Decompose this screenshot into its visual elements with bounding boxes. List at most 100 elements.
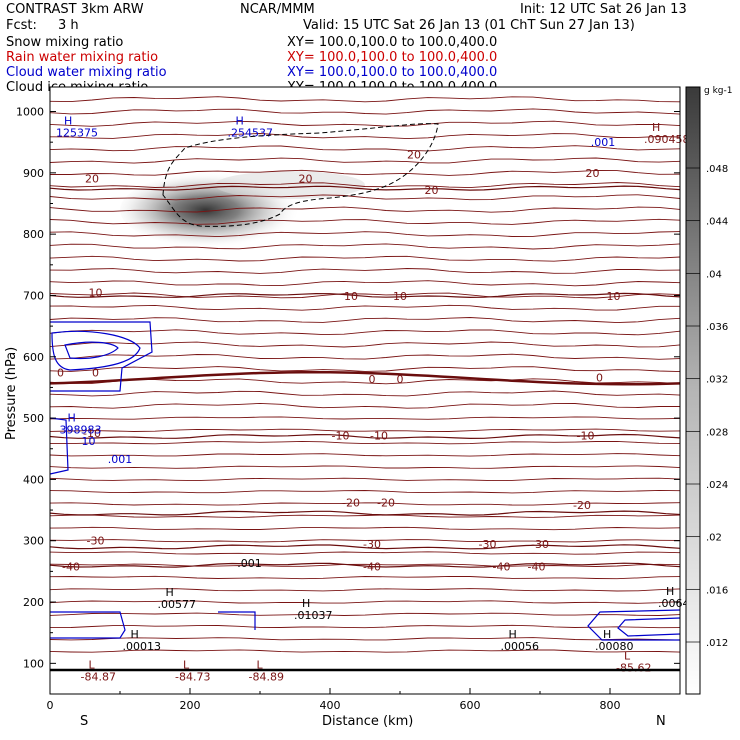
- isotherm-line: [49, 477, 681, 482]
- extremum-value: .00056: [501, 640, 540, 653]
- isotherm-line: [49, 440, 681, 445]
- extremum-type: H: [236, 115, 244, 128]
- extremum-H: H.01037: [294, 597, 333, 622]
- cloud-ice-contour: [162, 123, 439, 227]
- isotherm-line: [49, 280, 681, 287]
- x-tick-label: 600: [460, 699, 481, 712]
- contour-label: 0: [92, 367, 99, 380]
- isotherm-line: [49, 416, 681, 420]
- cloud-water-contours: [49, 321, 681, 641]
- x-tick-label: 200: [180, 699, 201, 712]
- extremum-type: L: [257, 659, 264, 672]
- isotherm-line: [49, 390, 681, 397]
- contour-label: 20: [299, 172, 313, 185]
- extremum-value: -84.87: [81, 671, 116, 684]
- field-xy-cloud-water: XY= 100.0,100.0 to 100.0,400.0: [287, 65, 497, 80]
- isotherm-line: [49, 428, 681, 432]
- init-time: Init: 12 UTC Sat 26 Jan 13: [520, 2, 687, 17]
- isotherm-line: [49, 612, 681, 616]
- contour-label: 10: [393, 290, 407, 303]
- contour-label: 20: [85, 172, 99, 185]
- contour-label: -10: [370, 429, 388, 442]
- contour-label: .001: [237, 557, 262, 570]
- field-name-rain: Rain water mixing ratio: [6, 50, 158, 65]
- contour-label: 0: [369, 373, 376, 386]
- isotherm-line: [49, 539, 681, 543]
- extremum-type: H: [68, 411, 76, 424]
- contour-label: -40: [62, 560, 80, 573]
- isotherm-line: [49, 145, 681, 152]
- snow-shading-halo: [215, 171, 365, 199]
- extremum-H: H.00013: [123, 628, 162, 653]
- isotherm-line: [49, 502, 681, 506]
- isotherm-line: [49, 268, 681, 274]
- contour-label: 10: [344, 290, 358, 303]
- isotherm-line: [49, 551, 681, 555]
- temperature-contour--10: [49, 433, 681, 440]
- contour-label: -40: [528, 560, 546, 573]
- isotherm-line: [49, 255, 681, 262]
- isotherm-line: [49, 317, 681, 324]
- temperature-contour--30: [49, 544, 681, 550]
- extremum-L: L-84.73: [175, 659, 210, 684]
- isotherm-line: [49, 588, 681, 592]
- isotherm-line: [49, 453, 681, 457]
- isotherm-line: [49, 402, 680, 409]
- isotherm-line: [49, 649, 681, 653]
- extremum-value: -84.89: [249, 671, 284, 684]
- y-tick-label: 200: [23, 596, 44, 609]
- chart-title: CONTRAST 3km ARW: [6, 2, 144, 17]
- x-tick-label: 0: [47, 699, 54, 712]
- isotherm-line: [49, 292, 681, 299]
- isotherm-line: [49, 182, 681, 189]
- extremum-H: H.00056: [501, 628, 540, 653]
- isotherm-line: [49, 514, 681, 518]
- contour-label: 10: [89, 286, 103, 299]
- temperature-contour--40: [49, 562, 681, 568]
- field-xy-snow: XY= 100.0,100.0 to 100.0,400.0: [287, 35, 497, 50]
- colorbar-tick-label: .036: [706, 322, 728, 333]
- contour-label: .001: [591, 136, 616, 149]
- extremum-value: -85.62: [616, 661, 651, 674]
- isotherm-line: [49, 489, 681, 494]
- valid-time: Valid: 15 UTC Sat 26 Jan 13 (01 ChT Sun …: [303, 18, 635, 33]
- x-tick-label: 400: [320, 699, 341, 712]
- isotherm-line: [50, 169, 681, 176]
- y-tick-label: 400: [23, 473, 44, 486]
- isotherm-line: [49, 465, 681, 469]
- isotherm-line: [49, 526, 681, 531]
- extremum-type: H: [302, 597, 310, 610]
- south-label: S: [80, 714, 88, 729]
- contour-label: 10: [607, 290, 621, 303]
- contour-label: -30: [479, 538, 497, 551]
- contour-label: -20: [342, 497, 360, 510]
- extremum-type: H: [603, 628, 611, 641]
- contour-label: 0: [397, 373, 404, 386]
- contour-label: 20: [407, 148, 421, 161]
- isotherm-line: [49, 206, 681, 213]
- isotherm-line: [49, 366, 681, 373]
- isotherm-line: [49, 563, 681, 567]
- isotherm-line: [49, 637, 681, 641]
- x-axis-title: Distance (km): [322, 714, 413, 729]
- isotherm-line: [49, 304, 680, 311]
- extremum-value: 125375: [56, 127, 98, 140]
- contour-label: -20: [377, 497, 395, 510]
- extremum-L: L-84.87: [81, 659, 116, 684]
- forecast-hour: 3 h: [58, 18, 79, 33]
- isotherm-line: [49, 133, 681, 140]
- extremum-type: L: [624, 649, 631, 662]
- y-tick-label: 600: [23, 351, 44, 364]
- colorbar-tick-label: .012: [706, 638, 728, 649]
- extremum-value: .090458: [644, 133, 690, 146]
- colorbar-tick-label: .02: [706, 533, 722, 544]
- colorbar-tick-label: .028: [706, 427, 728, 438]
- colorbar-tick-label: .016: [706, 585, 728, 596]
- y-tick-label: 700: [23, 289, 44, 302]
- contour-label: 10: [82, 435, 96, 448]
- extremum-type: H: [131, 628, 139, 641]
